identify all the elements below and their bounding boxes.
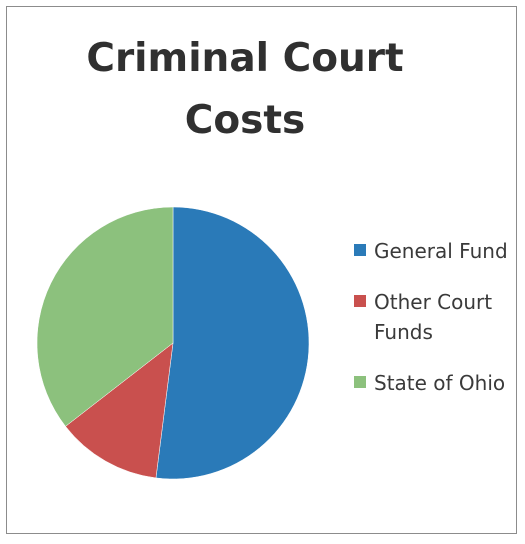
pie-slice-state-of-ohio — [36, 206, 174, 427]
chart-title: Criminal Court Costs — [86, 36, 404, 143]
legend-swatch-general-fund — [354, 244, 366, 256]
legend-label-general-fund: General Fund — [374, 239, 508, 263]
legend-swatch-other-court-funds — [354, 295, 366, 307]
legend-label-other-court-funds: Other Court Funds — [374, 290, 493, 344]
pie-slice-other-court-funds — [65, 342, 174, 479]
legend-item-general-fund: General Fund — [352, 236, 512, 266]
legend-item-other-court-funds: Other Court Funds — [352, 287, 512, 347]
legend-label-state-of-ohio: State of Ohio — [374, 371, 506, 395]
legend-item-state-of-ohio: State of Ohio — [352, 368, 512, 398]
legend: General Fund Other Court Funds State of … — [352, 236, 512, 419]
pie-chart — [36, 206, 310, 480]
pie-slice-general-fund — [155, 206, 310, 480]
legend-swatch-state-of-ohio — [354, 376, 366, 388]
